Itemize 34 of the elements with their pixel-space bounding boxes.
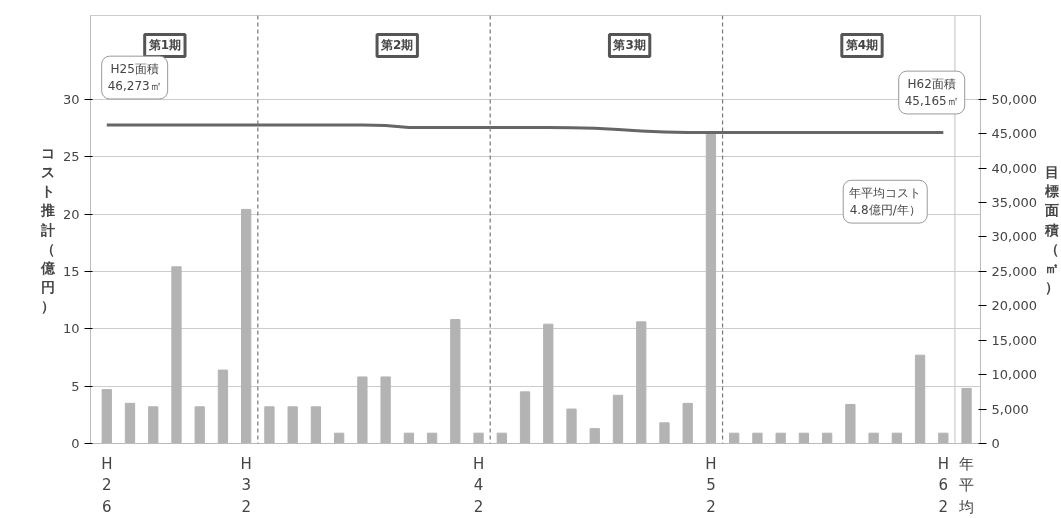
y2-tick-label: 10,000 (991, 367, 1037, 383)
y2-tick-label: 40,000 (991, 160, 1037, 176)
y2-tick-label: 25,000 (991, 263, 1037, 279)
x-tick-label: H26 (101, 454, 113, 516)
annotation: 第3期 (612, 38, 646, 53)
annotation: H25面積 46,273㎡ (107, 62, 162, 93)
annotation: H62面積 45,165㎡ (904, 77, 959, 108)
y-tick-label: 10 (62, 321, 80, 337)
y2-tick-label: 15,000 (991, 332, 1037, 348)
y-tick-label: 20 (62, 206, 80, 222)
y-tick-label: 5 (71, 378, 80, 394)
y2-tick-label: 20,000 (991, 298, 1037, 314)
y2-tick-label: 30,000 (991, 229, 1037, 245)
text: コスト推計（億円） (40, 144, 55, 315)
y2-tick-label: 5,000 (991, 401, 1029, 417)
y2-tick-label: 35,000 (991, 195, 1037, 211)
x-tick-label: H32 (240, 454, 252, 516)
annotation: 第4期 (844, 38, 879, 53)
annotation: 年平均コスト 4.8億円/年） (849, 186, 922, 218)
y2-tick-label: 45,000 (991, 126, 1037, 142)
x-tick-label: H62 (937, 454, 949, 516)
x-tick-label: H42 (472, 454, 485, 516)
y-tick-label: 15 (62, 263, 80, 279)
y-tick-label: 0 (71, 436, 80, 451)
x-tick-label: 年平均 (958, 454, 975, 516)
y-tick-label: 30 (62, 91, 80, 107)
y2-tick-label: 0 (991, 436, 1000, 451)
annotation: 第1期 (147, 38, 182, 53)
y2-tick-label: 50,000 (991, 91, 1037, 107)
x-tick-label: H52 (705, 454, 717, 516)
annotation: 第2期 (380, 38, 414, 53)
line-series (105, 123, 945, 135)
y2-axis-title: 目標面積（㎡） (1043, 163, 1059, 296)
y-tick-label: 25 (62, 149, 80, 165)
